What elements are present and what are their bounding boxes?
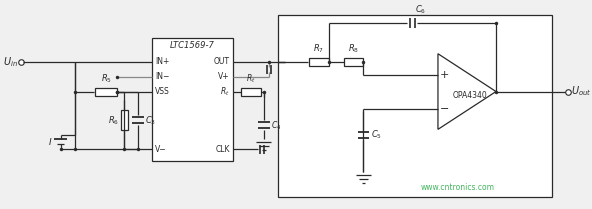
- Text: V−: V−: [155, 145, 167, 154]
- Text: +: +: [440, 70, 449, 79]
- Text: $U_{out}$: $U_{out}$: [571, 85, 591, 98]
- Text: CLK: CLK: [215, 145, 230, 154]
- Bar: [121, 110, 128, 130]
- Text: VSS: VSS: [155, 87, 170, 96]
- Text: OUT: OUT: [214, 57, 230, 66]
- Text: $R_7$: $R_7$: [313, 42, 324, 55]
- Text: I: I: [49, 138, 52, 147]
- Bar: [344, 58, 363, 66]
- Text: −: −: [440, 103, 449, 113]
- Text: $R_5$: $R_5$: [101, 72, 111, 85]
- Text: $R_t$: $R_t$: [246, 72, 256, 85]
- Bar: [153, 38, 233, 161]
- Text: IN−: IN−: [155, 72, 170, 81]
- Text: $C_3$: $C_3$: [144, 114, 156, 127]
- Text: www.cntronics.com: www.cntronics.com: [420, 183, 494, 192]
- Text: IN+: IN+: [155, 57, 170, 66]
- Text: V+: V+: [218, 72, 230, 81]
- Bar: [95, 88, 117, 96]
- Bar: [278, 15, 552, 197]
- Text: $R_t$: $R_t$: [220, 85, 230, 98]
- Text: OPA4340: OPA4340: [452, 91, 487, 100]
- Text: $C_5$: $C_5$: [371, 129, 382, 141]
- Text: $U_{in}$: $U_{in}$: [3, 55, 18, 69]
- Text: LTC1569-7: LTC1569-7: [170, 41, 215, 50]
- Text: $R_6$: $R_6$: [108, 114, 120, 127]
- Polygon shape: [438, 54, 496, 129]
- Text: $R_8$: $R_8$: [348, 42, 359, 55]
- Bar: [309, 58, 329, 66]
- Bar: [242, 88, 261, 96]
- Text: $C_6$: $C_6$: [415, 3, 426, 16]
- Text: $C_4$: $C_4$: [271, 119, 281, 132]
